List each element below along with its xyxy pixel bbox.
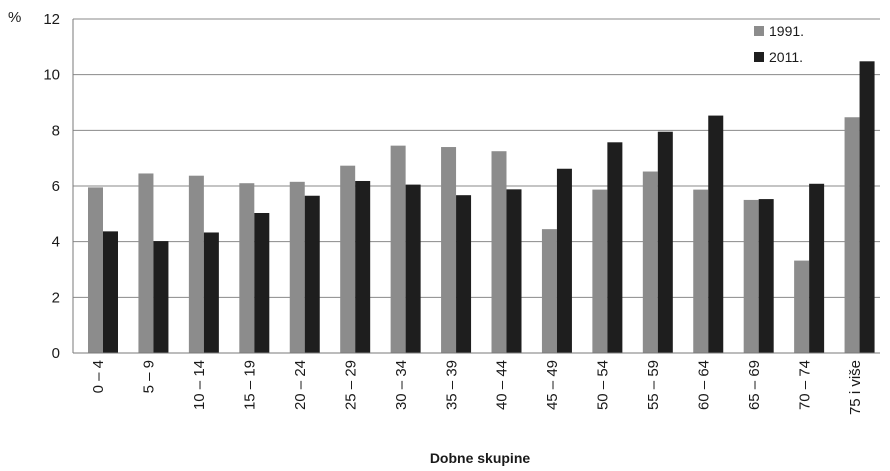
- bar-2011: [456, 195, 472, 353]
- bar-1991: [693, 189, 709, 353]
- x-tick-label: 75 i više: [847, 360, 864, 415]
- bar-1991: [592, 189, 608, 353]
- bar-2011: [254, 212, 270, 353]
- x-tick-label: 45 – 49: [544, 360, 561, 410]
- x-tick-label: 25 – 29: [342, 360, 359, 410]
- legend-swatch: [754, 52, 764, 62]
- bar-1991: [441, 147, 457, 353]
- bar-1991: [239, 183, 255, 353]
- y-tick-label: 2: [52, 289, 60, 306]
- y-tick-label: 0: [52, 345, 60, 362]
- y-tick-label: 4: [52, 234, 60, 251]
- bar-1991: [88, 187, 103, 353]
- x-tick-label: 20 – 24: [292, 360, 309, 410]
- bar-1991: [138, 173, 154, 353]
- bar-1991: [743, 199, 759, 353]
- bar-2011: [203, 232, 219, 353]
- bar-2011: [708, 115, 724, 353]
- bar-2011: [355, 180, 371, 353]
- bar-1991: [541, 229, 557, 353]
- x-tick-label: 40 – 44: [494, 360, 511, 410]
- x-axis-title: Dobne skupine: [430, 450, 531, 466]
- y-tick-label: 8: [52, 122, 60, 139]
- legend-label: 1991.: [769, 23, 804, 39]
- bar-2011: [506, 189, 522, 353]
- x-tick-label: 60 – 64: [695, 360, 712, 410]
- x-tick-label: 65 – 69: [746, 360, 763, 410]
- bar-2011: [103, 231, 118, 353]
- x-tick-label: 70 – 74: [796, 360, 813, 410]
- y-tick-label: 12: [43, 11, 60, 28]
- bar-2011: [607, 142, 623, 353]
- bar-1991: [844, 117, 860, 353]
- bar-2011: [556, 168, 572, 353]
- bar-2011: [859, 61, 875, 353]
- legend-swatch: [754, 26, 764, 36]
- bar-2011: [304, 195, 320, 353]
- x-tick-label: 35 – 39: [443, 360, 460, 410]
- bars: [88, 61, 875, 353]
- bar-1991: [794, 260, 810, 353]
- x-tick-label: 15 – 19: [242, 360, 259, 410]
- legend: 1991. 2011.: [754, 23, 804, 65]
- axes: [72, 19, 880, 354]
- x-tick-label: 50 – 54: [595, 360, 612, 410]
- x-tick-label: 55 – 59: [645, 360, 662, 410]
- x-tick-label: 0 – 4: [90, 360, 107, 393]
- bar-2011: [809, 183, 825, 353]
- bar-2011: [758, 199, 774, 353]
- x-tick-label: 30 – 34: [393, 360, 410, 410]
- bar-2011: [657, 131, 673, 353]
- y-axis-label: %: [8, 9, 21, 26]
- bar-1991: [188, 175, 204, 353]
- y-tick-label: 6: [52, 178, 60, 195]
- bar-1991: [340, 165, 356, 353]
- bar-2011: [405, 184, 421, 353]
- bar-1991: [491, 151, 507, 353]
- bar-2011: [153, 241, 169, 353]
- x-tick-label: 10 – 14: [191, 360, 208, 410]
- y-tick-label: 10: [43, 67, 60, 84]
- x-tick-label: 5 – 9: [141, 360, 158, 393]
- x-tick-labels: 0 – 4 5 – 9 10 – 14 15 – 19 20 – 24 25 – 29 30…: [90, 360, 864, 415]
- bar-1991: [390, 145, 406, 353]
- bar-1991: [289, 181, 305, 353]
- bar-1991: [642, 171, 658, 353]
- y-tick-labels: 0 2 4 6 8 10 12: [43, 11, 60, 362]
- legend-label: 2011.: [769, 49, 803, 65]
